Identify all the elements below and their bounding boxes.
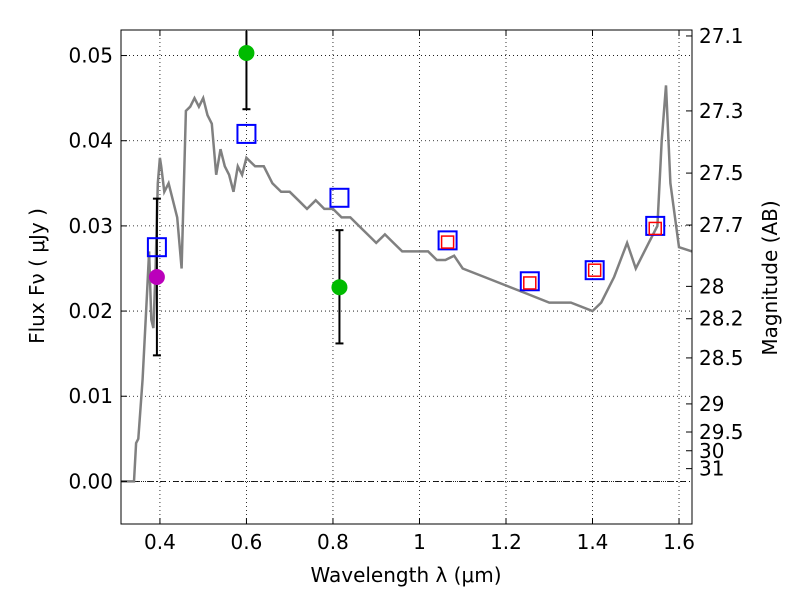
blue-square-marker <box>437 230 458 251</box>
x-tick-label: 1.4 <box>577 530 609 554</box>
blue-square-marker <box>146 237 167 258</box>
magnitude-tick-label: 28 <box>699 274 724 298</box>
y-tick-label: 0.03 <box>68 214 113 238</box>
x-tick-label: 1.2 <box>490 530 522 554</box>
y-axis-label: Flux Fν ( μJy ) <box>25 208 49 344</box>
blue-square-marker <box>584 260 605 281</box>
x-tick-label: 1.6 <box>663 530 695 554</box>
magnitude-tick-label: 31 <box>699 457 724 481</box>
magnitude-axis-label: Magnitude (AB) <box>758 200 782 355</box>
y-tick-label: 0.02 <box>68 299 113 323</box>
magnitude-tick-label: 29 <box>699 392 724 416</box>
blue-square-marker <box>236 123 257 144</box>
magnitude-tick-label: 29.5 <box>699 420 744 444</box>
red-square-marker <box>440 235 455 249</box>
x-tick-label: 0.8 <box>317 530 349 554</box>
magnitude-tick-label: 30 <box>699 439 724 463</box>
magnitude-tick-label: 27.1 <box>699 24 744 48</box>
x-axis-label: Wavelength λ (μm) <box>310 563 501 587</box>
axis-ticks: 0.4 0.6 0.8 1 1.2 1.4 1.6 0.00 0.01 0.02 0.03 0.04 0… <box>68 24 743 554</box>
detection-point <box>331 279 348 296</box>
y-tick-label: 0.05 <box>68 44 113 68</box>
blue-square-marker <box>519 271 540 292</box>
y-tick-label: 0.01 <box>68 384 113 408</box>
x-tick-label: 1 <box>413 530 426 554</box>
magnitude-tick-label: 28.2 <box>699 307 744 331</box>
magnitude-tick-label: 27.3 <box>699 99 744 123</box>
magnitude-tick-label: 27.7 <box>699 213 744 237</box>
y-tick-label: 0.00 <box>68 469 113 493</box>
plot-content <box>121 31 692 483</box>
magnitude-tick-label: 28.5 <box>699 346 744 370</box>
sed-model-line <box>121 85 692 483</box>
blue-square-marker <box>329 187 350 208</box>
red-square-marker <box>648 221 662 236</box>
red-square-marker <box>523 276 537 290</box>
detection-point <box>148 269 165 285</box>
detection-point <box>238 44 255 61</box>
x-tick-label: 0.6 <box>231 530 263 554</box>
x-tick-label: 0.4 <box>144 530 176 554</box>
y-tick-label: 0.04 <box>68 129 113 153</box>
red-square-marker <box>587 263 602 277</box>
magnitude-tick-label: 27.5 <box>699 161 744 185</box>
plot-frame <box>120 29 693 525</box>
